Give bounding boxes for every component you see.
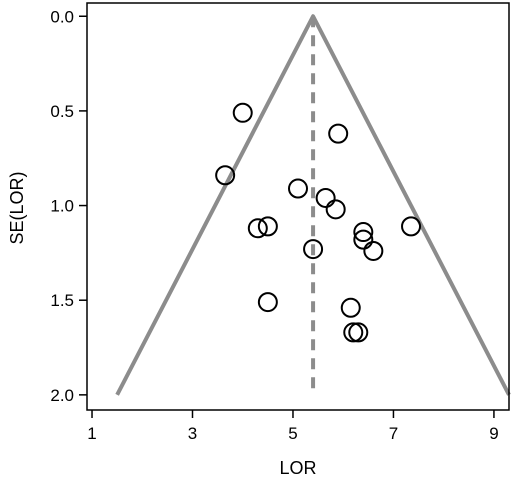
data-point-13 — [363, 240, 384, 261]
x-tick-label-7: 7 — [389, 424, 398, 443]
y-tick-label-0.0: 0.0 — [50, 7, 74, 26]
data-point-7 — [401, 216, 422, 237]
y-tick-label-2.0: 2.0 — [50, 386, 74, 405]
y-tick-label-0.5: 0.5 — [50, 102, 74, 121]
x-tick-label-5: 5 — [288, 424, 297, 443]
data-point-4 — [288, 178, 308, 199]
data-point-16 — [343, 322, 364, 343]
data-point-8 — [247, 218, 268, 239]
x-tick-label-1: 1 — [87, 424, 96, 443]
y-tick-label-1.0: 1.0 — [50, 197, 74, 216]
data-point-11 — [353, 229, 374, 250]
plot-frame — [86, 2, 510, 411]
data-point-5 — [315, 187, 336, 208]
plot-layer — [115, 14, 511, 396]
data-point-14 — [257, 292, 278, 313]
data-point-6 — [325, 199, 346, 220]
data-point-1 — [232, 102, 253, 123]
data-point-3 — [215, 165, 236, 186]
x-tick-label-9: 9 — [489, 424, 498, 443]
data-point-17 — [348, 322, 369, 343]
y-tick-label-1.5: 1.5 — [50, 291, 74, 310]
x-tick-label-3: 3 — [188, 424, 197, 443]
data-point-12 — [303, 239, 324, 260]
data-point-10 — [353, 222, 374, 243]
data-point-2 — [328, 123, 349, 144]
y-axis-title: SE(LOR) — [7, 171, 27, 244]
funnel-outline — [115, 14, 511, 396]
axes-layer: 1 3 5 7 9 0.0 0.5 1.0 1.5 2.0 — [50, 2, 510, 443]
data-point-9 — [257, 216, 278, 237]
data-point-15 — [340, 297, 361, 318]
x-axis-title: LOR — [279, 458, 316, 478]
